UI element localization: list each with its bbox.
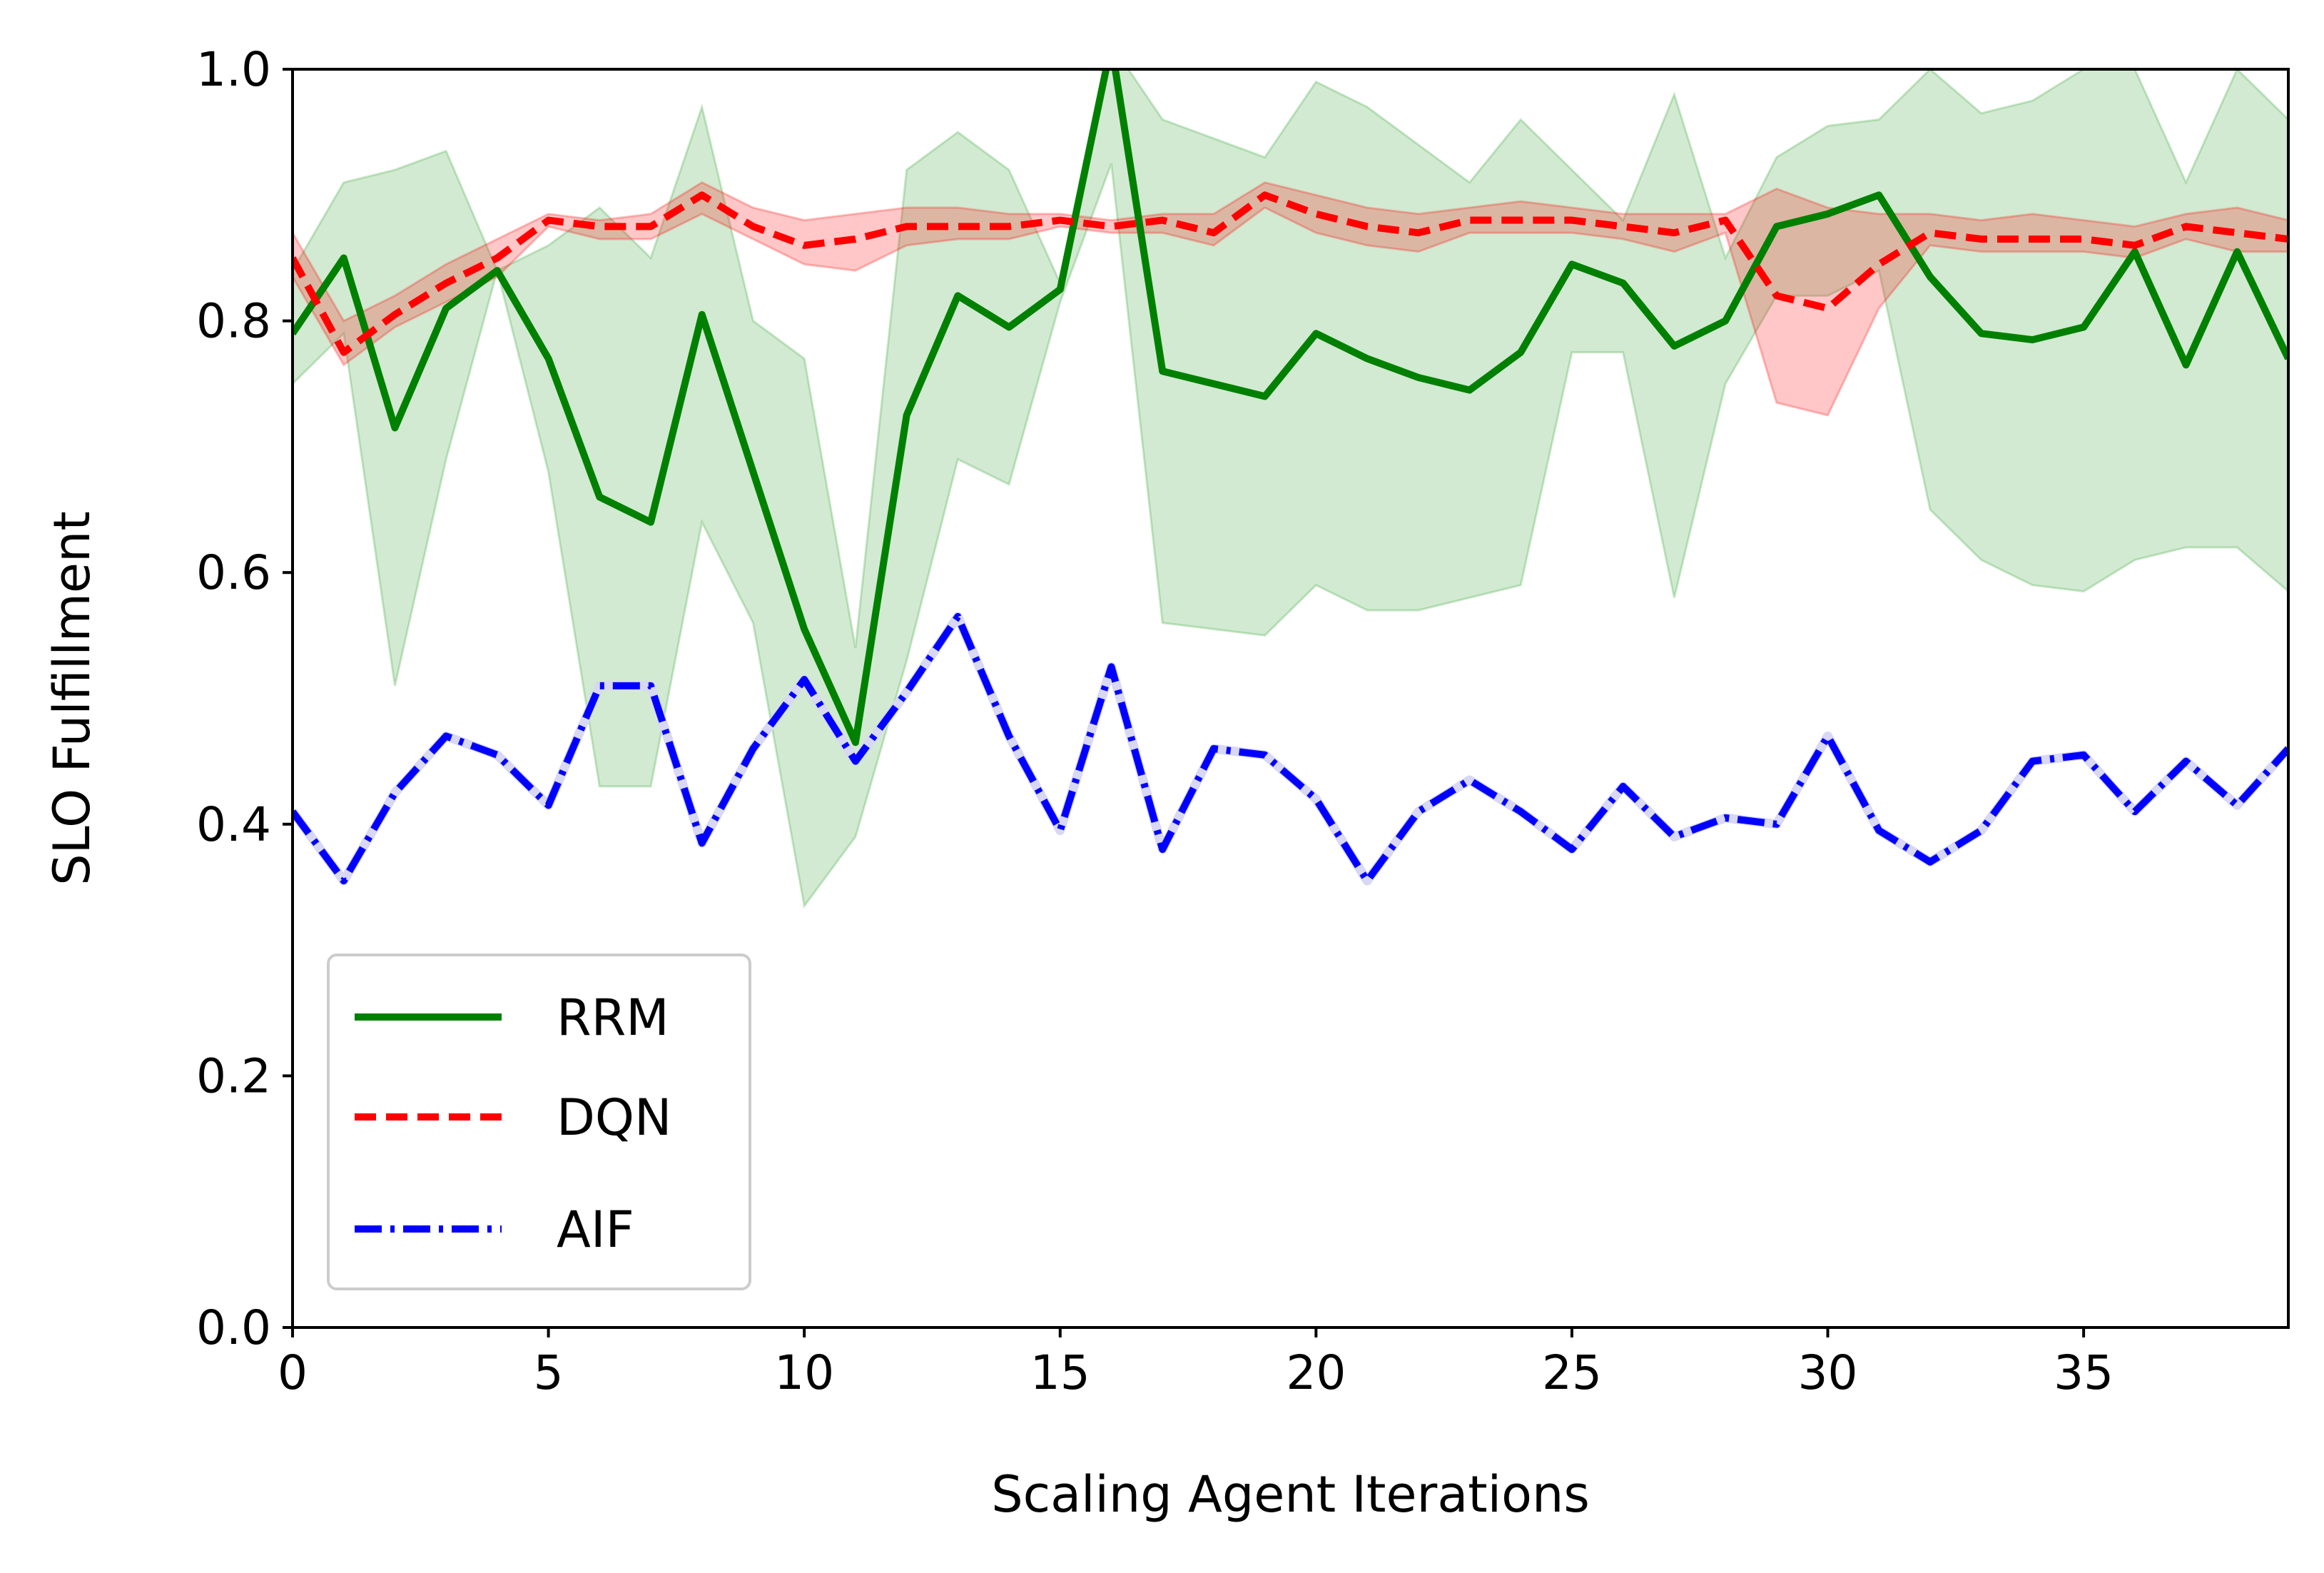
y-tick-label: 0.6 [196, 545, 271, 600]
x-axis-title: Scaling Agent Iterations [991, 1465, 1590, 1524]
x-tick-label: 25 [1542, 1345, 1602, 1400]
plot-frame [291, 68, 2290, 1329]
line-dqn [293, 191, 2288, 356]
y-tick-label: 0.0 [196, 1300, 271, 1355]
legend-label-rrm: RRM [557, 988, 669, 1047]
x-axis: 0 5 10 15 20 25 30 35 [278, 1327, 2114, 1400]
legend-label-aif: AIF [557, 1200, 634, 1259]
y-tick-label: 0.2 [196, 1048, 271, 1103]
x-tick-label: 20 [1286, 1345, 1346, 1400]
y-axis: 0.0 0.2 0.4 0.6 0.8 1.0 [196, 42, 293, 1355]
x-tick-label: 5 [534, 1345, 564, 1400]
y-tick-label: 0.4 [196, 797, 271, 852]
legend: RRM DQN AIF [327, 954, 751, 1290]
x-tick-label: 15 [1030, 1345, 1090, 1400]
x-tick-label: 10 [774, 1345, 834, 1400]
line-aif [293, 612, 2288, 885]
y-tick-label: 0.8 [196, 294, 271, 349]
line-rrm [293, 69, 2288, 747]
legend-label-dqn: DQN [557, 1088, 671, 1147]
y-tick-label: 1.0 [196, 42, 271, 97]
y-axis-title: SLO Fulfillment [43, 511, 101, 886]
x-tick-label: 0 [278, 1345, 308, 1400]
lines-layer [293, 69, 2288, 886]
x-tick-label: 30 [1798, 1345, 1858, 1400]
legend-frame [327, 954, 751, 1290]
x-tick-label: 35 [2054, 1345, 2114, 1400]
